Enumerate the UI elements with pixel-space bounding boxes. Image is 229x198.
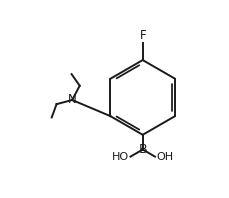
Text: F: F [139, 29, 145, 42]
Text: B: B [138, 143, 146, 156]
Text: N: N [68, 93, 76, 107]
Text: OH: OH [155, 152, 172, 162]
Text: HO: HO [112, 152, 129, 162]
